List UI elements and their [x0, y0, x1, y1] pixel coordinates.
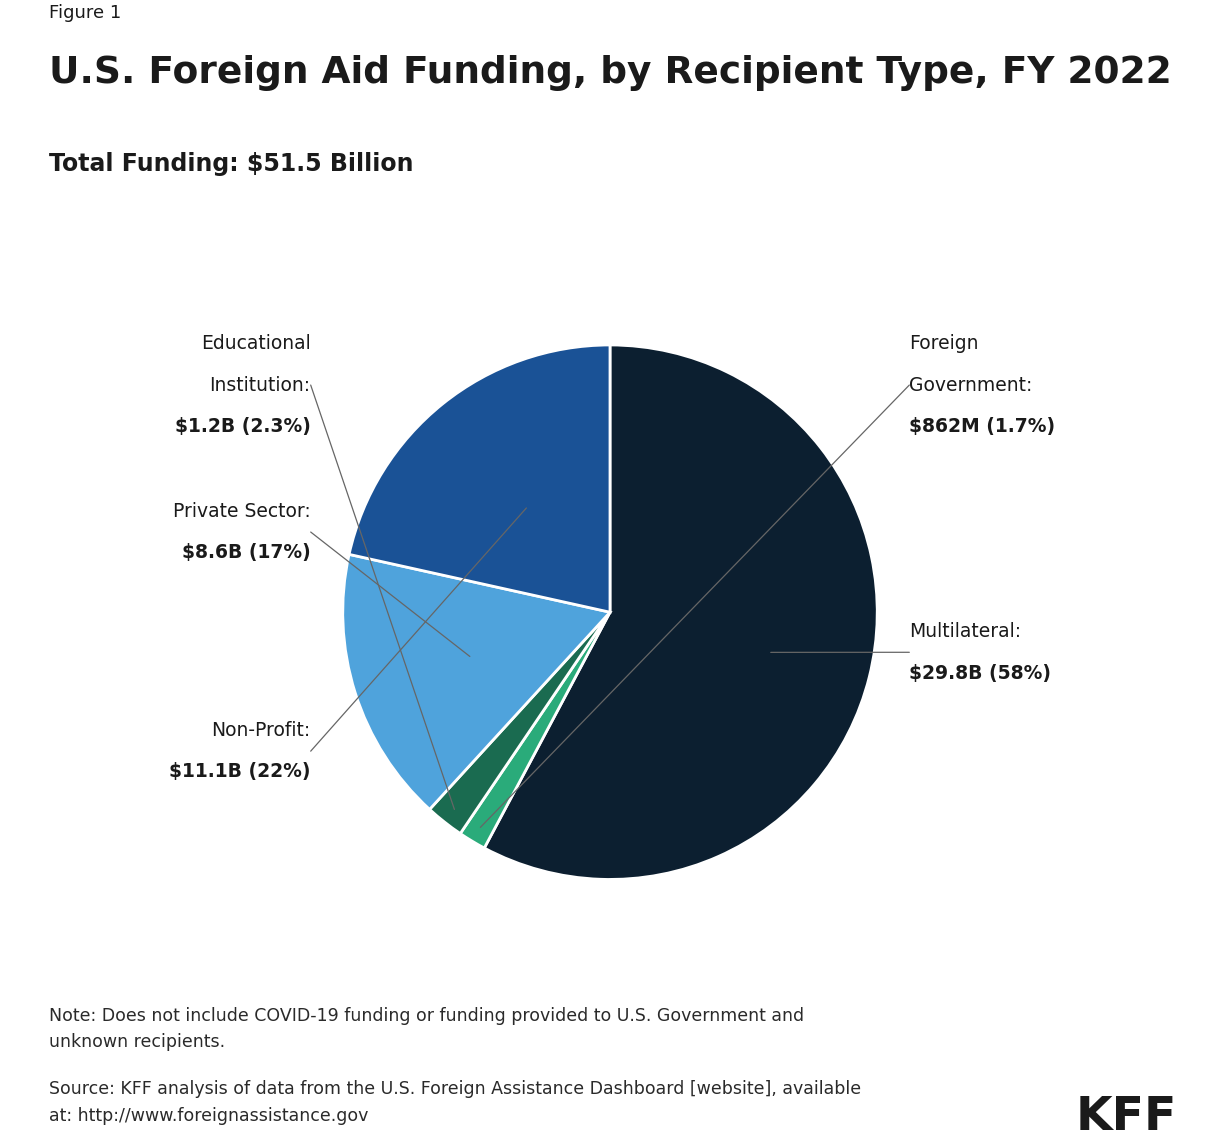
Text: Government:: Government:	[909, 375, 1032, 395]
Text: $29.8B (58%): $29.8B (58%)	[909, 664, 1052, 683]
Text: KFF: KFF	[1076, 1095, 1177, 1140]
Wedge shape	[349, 344, 610, 612]
Text: $1.2B (2.3%): $1.2B (2.3%)	[174, 417, 311, 436]
Text: $862M (1.7%): $862M (1.7%)	[909, 417, 1055, 436]
Text: Private Sector:: Private Sector:	[173, 502, 311, 521]
Text: Foreign: Foreign	[909, 334, 978, 354]
Text: Figure 1: Figure 1	[49, 3, 121, 22]
Text: U.S. Foreign Aid Funding, by Recipient Type, FY 2022: U.S. Foreign Aid Funding, by Recipient T…	[49, 55, 1171, 91]
Text: Total Funding: $51.5 Billion: Total Funding: $51.5 Billion	[49, 153, 414, 177]
Wedge shape	[343, 554, 610, 809]
Wedge shape	[484, 344, 877, 879]
Text: Note: Does not include COVID-19 funding or funding provided to U.S. Government a: Note: Does not include COVID-19 funding …	[49, 1007, 804, 1050]
Wedge shape	[429, 612, 610, 833]
Wedge shape	[460, 612, 610, 848]
Text: Multilateral:: Multilateral:	[909, 622, 1021, 641]
Text: Non-Profit:: Non-Profit:	[211, 721, 311, 740]
Text: Educational: Educational	[201, 334, 311, 354]
Text: $8.6B (17%): $8.6B (17%)	[182, 543, 311, 563]
Text: $11.1B (22%): $11.1B (22%)	[170, 762, 311, 782]
Text: Source: KFF analysis of data from the U.S. Foreign Assistance Dashboard [website: Source: KFF analysis of data from the U.…	[49, 1080, 861, 1125]
Text: Institution:: Institution:	[210, 375, 311, 395]
